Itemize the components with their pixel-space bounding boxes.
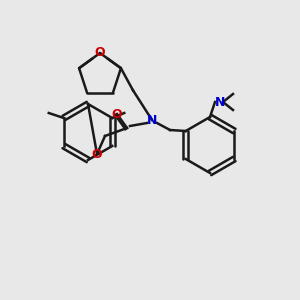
Text: O: O [95, 46, 105, 59]
Text: N: N [215, 95, 225, 109]
Text: N: N [147, 113, 157, 127]
Text: O: O [112, 107, 122, 121]
Text: O: O [92, 148, 102, 160]
